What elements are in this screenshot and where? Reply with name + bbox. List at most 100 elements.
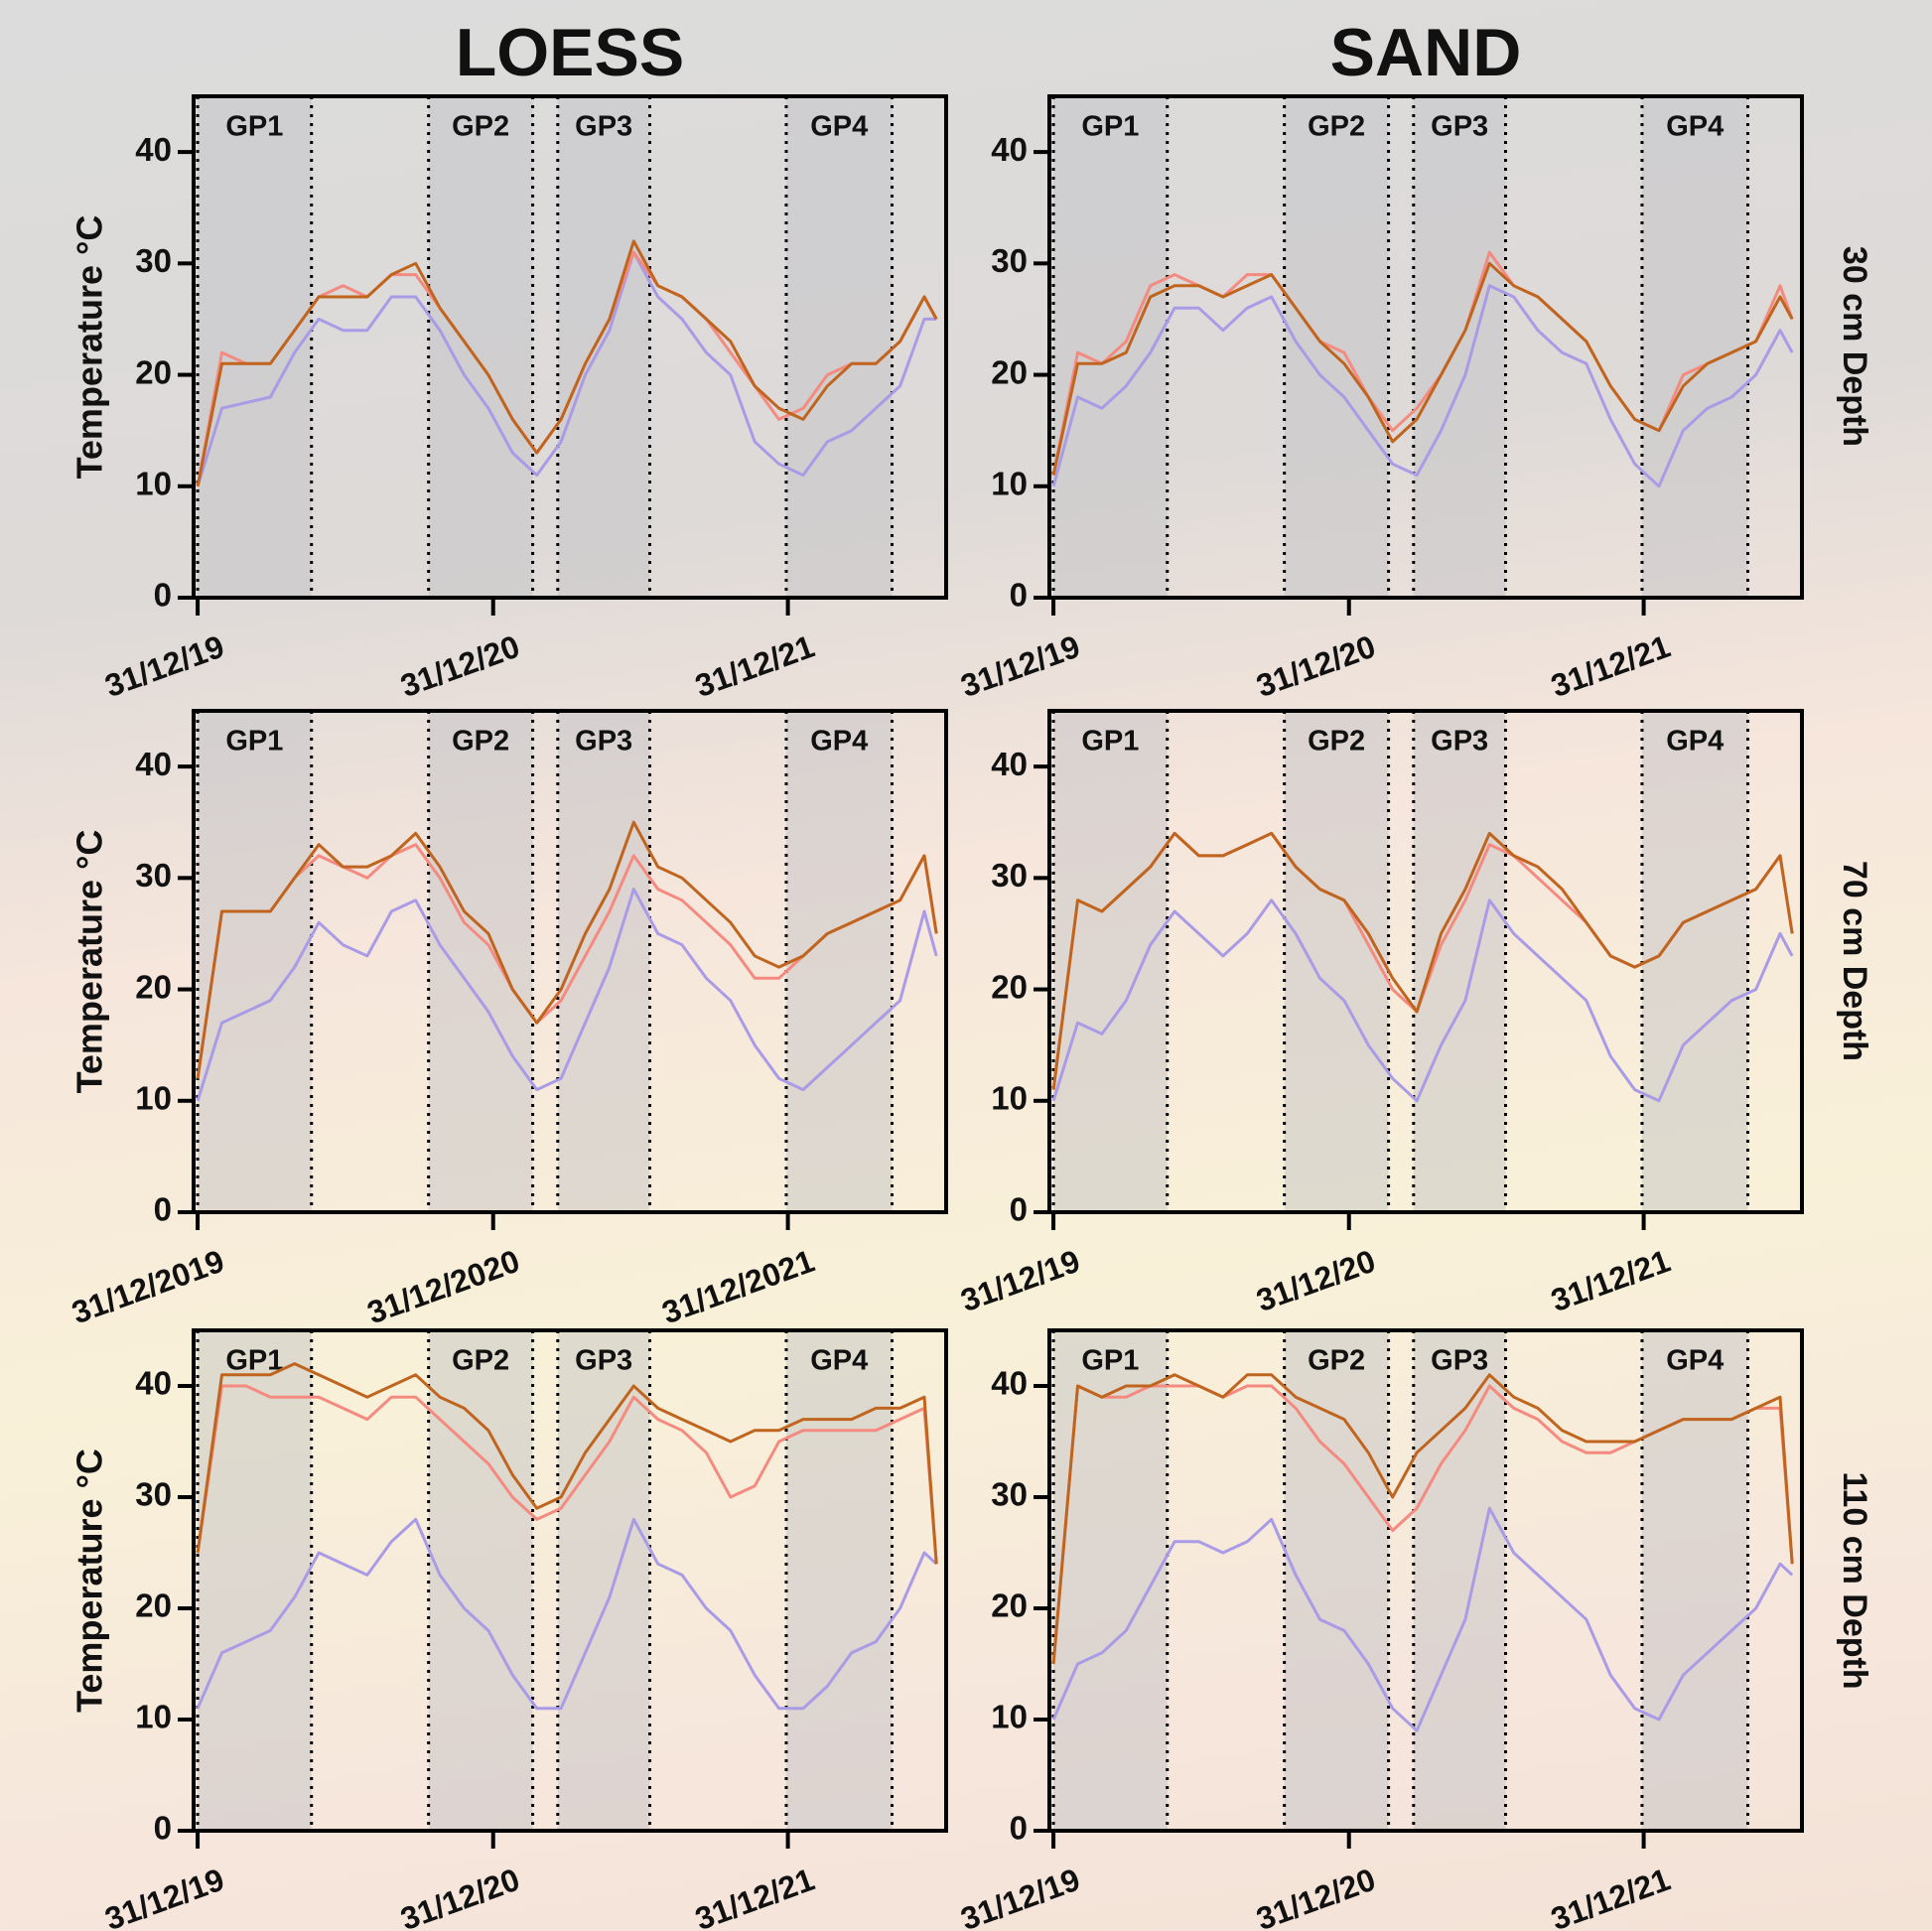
y-axis-label: Temperature °C [69, 1448, 110, 1713]
region-label: GP3 [575, 1345, 632, 1377]
x-tick-label: 31/12/20 [396, 1862, 524, 1931]
y-tick-label: 20 [135, 1587, 172, 1624]
series-line [1051, 1373, 1794, 1665]
region [198, 1330, 312, 1831]
x-tick-label: 31/12/20 [396, 628, 524, 704]
x-tick-label: 31/12/20 [1252, 1862, 1380, 1931]
region-label: GP1 [225, 111, 283, 143]
column-title: LOESS [456, 15, 685, 90]
y-axis-label: Temperature °C [69, 215, 110, 480]
x-tick-label: 31/12/19 [956, 1862, 1084, 1931]
y-tick-label: 20 [135, 968, 172, 1005]
series-line [196, 239, 938, 487]
region-label: GP3 [1431, 111, 1488, 143]
region-label: GP4 [810, 726, 868, 758]
y-tick-label: 10 [991, 465, 1028, 501]
y-tick-label: 10 [135, 1079, 172, 1116]
region-label: GP1 [225, 1345, 283, 1377]
region-label: GP1 [1081, 111, 1139, 143]
region [557, 96, 650, 598]
y-tick-label: 40 [991, 131, 1028, 168]
y-tick-label: 0 [154, 577, 172, 614]
series-line [1051, 898, 1794, 1103]
region [1641, 96, 1748, 598]
region [1413, 96, 1506, 598]
y-tick-label: 40 [135, 131, 172, 168]
x-tick-label: 31/12/21 [1547, 628, 1675, 704]
region [1284, 711, 1389, 1212]
series-line [196, 250, 937, 487]
series-line [1051, 284, 1794, 488]
plot-frame [1047, 709, 1804, 1214]
y-tick-label: 20 [991, 353, 1028, 390]
region [428, 96, 533, 598]
plot-frame [1047, 1328, 1804, 1833]
x-tick-label: 31/12/21 [691, 1862, 819, 1931]
plot-frame [192, 94, 948, 600]
x-tick-label: 31/12/19 [956, 628, 1084, 704]
series-line [196, 820, 938, 1079]
region [1053, 711, 1168, 1212]
region [198, 711, 312, 1212]
plot-frame [1047, 94, 1804, 600]
region-label: GP2 [1308, 1345, 1365, 1377]
series-line [196, 888, 938, 1102]
region [198, 96, 312, 598]
y-tick-label: 40 [991, 1365, 1028, 1402]
y-tick-label: 0 [154, 1191, 172, 1228]
y-tick-label: 30 [991, 242, 1028, 279]
region [428, 711, 533, 1212]
region-label: GP2 [452, 111, 509, 143]
region [557, 1330, 650, 1831]
y-tick-label: 20 [991, 1587, 1028, 1624]
region-label: GP2 [1308, 726, 1365, 758]
x-tick-label: 31/12/2019 [68, 1243, 229, 1331]
region-label: GP4 [810, 111, 868, 143]
y-tick-label: 0 [1010, 1191, 1028, 1228]
y-tick-label: 30 [991, 857, 1028, 894]
series-line [1051, 261, 1794, 476]
series-line [1051, 831, 1794, 1090]
region-label: GP1 [1081, 1345, 1139, 1377]
y-tick-label: 20 [991, 968, 1028, 1005]
y-tick-label: 40 [991, 746, 1028, 782]
region [1641, 1330, 1748, 1831]
x-tick-label: 31/12/2020 [362, 1243, 524, 1331]
region [785, 711, 893, 1212]
plot-frame [192, 1328, 948, 1833]
region [1413, 711, 1506, 1212]
region [1284, 1330, 1389, 1831]
x-tick-label: 31/12/20 [1252, 628, 1380, 704]
y-tick-label: 40 [135, 1365, 172, 1402]
x-tick-label: 31/12/20 [1252, 1243, 1380, 1318]
region-label: GP3 [575, 726, 632, 758]
region-label: GP2 [452, 1345, 509, 1377]
region-label: GP2 [452, 726, 509, 758]
region [1053, 96, 1168, 598]
region-label: GP3 [575, 111, 632, 143]
y-tick-label: 30 [991, 1476, 1028, 1513]
region-label: GP1 [1081, 726, 1139, 758]
y-tick-label: 0 [1010, 577, 1028, 614]
region [785, 1330, 893, 1831]
series-line [196, 1517, 938, 1711]
region [785, 96, 893, 598]
region-label: GP4 [1666, 111, 1724, 143]
region [1413, 1330, 1506, 1831]
y-tick-label: 30 [135, 1476, 172, 1513]
x-tick-label: 31/12/19 [100, 628, 228, 704]
y-tick-label: 0 [154, 1810, 172, 1847]
region [428, 1330, 533, 1831]
row-label: 110 cm Depth [1836, 1471, 1873, 1689]
y-tick-label: 10 [991, 1079, 1028, 1116]
plot-frame [192, 709, 948, 1214]
series-line [1051, 1506, 1794, 1732]
y-axis-label: Temperature °C [69, 830, 110, 1094]
region-label: GP1 [225, 726, 283, 758]
x-tick-label: 31/12/19 [100, 1862, 228, 1931]
region-label: GP2 [1308, 111, 1365, 143]
x-tick-label: 31/12/21 [691, 628, 819, 704]
row-label: 30 cm Depth [1836, 246, 1873, 447]
x-tick-label: 31/12/21 [1547, 1862, 1675, 1931]
